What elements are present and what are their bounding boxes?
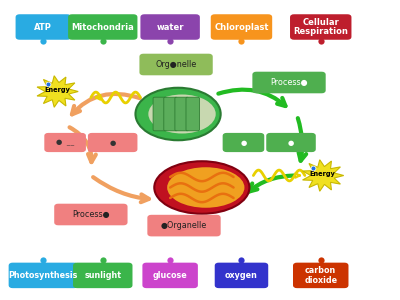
Ellipse shape [154, 161, 250, 214]
Text: Org●nelle: Org●nelle [156, 60, 197, 69]
FancyBboxPatch shape [16, 14, 71, 40]
FancyBboxPatch shape [142, 263, 198, 288]
FancyBboxPatch shape [73, 263, 132, 288]
FancyBboxPatch shape [54, 204, 128, 225]
Polygon shape [37, 76, 78, 107]
Text: Cellular
Respiration: Cellular Respiration [293, 18, 348, 36]
Text: Energy: Energy [44, 87, 70, 93]
Text: ●Organelle: ●Organelle [161, 221, 207, 230]
Text: ●: ● [240, 140, 247, 146]
Ellipse shape [148, 94, 216, 134]
FancyBboxPatch shape [9, 263, 78, 288]
FancyBboxPatch shape [147, 215, 221, 236]
FancyBboxPatch shape [153, 97, 166, 131]
FancyBboxPatch shape [68, 14, 138, 40]
FancyBboxPatch shape [140, 14, 200, 40]
Polygon shape [302, 160, 344, 191]
FancyBboxPatch shape [186, 97, 200, 131]
FancyBboxPatch shape [293, 263, 348, 288]
FancyBboxPatch shape [175, 97, 188, 131]
FancyBboxPatch shape [215, 263, 268, 288]
FancyBboxPatch shape [140, 54, 213, 75]
Text: ●  __: ● __ [56, 140, 74, 146]
FancyBboxPatch shape [44, 133, 86, 152]
Text: Mitochondria: Mitochondria [71, 22, 134, 32]
Text: Photosynthesis: Photosynthesis [9, 271, 78, 280]
Text: water: water [156, 22, 184, 32]
Text: ●: ● [110, 140, 116, 146]
Text: ATP: ATP [34, 22, 52, 32]
FancyBboxPatch shape [266, 133, 316, 152]
Text: Process●: Process● [270, 78, 308, 87]
FancyBboxPatch shape [211, 14, 272, 40]
Text: ●: ● [288, 140, 294, 146]
Text: Energy: Energy [310, 171, 336, 177]
Ellipse shape [136, 88, 221, 140]
FancyBboxPatch shape [290, 14, 352, 40]
Text: carbon
dioxide: carbon dioxide [304, 266, 337, 285]
FancyBboxPatch shape [223, 133, 264, 152]
FancyBboxPatch shape [164, 97, 177, 131]
Text: glucose: glucose [153, 271, 188, 280]
Text: Chloroplast: Chloroplast [214, 22, 269, 32]
Ellipse shape [167, 167, 244, 208]
Text: Process●: Process● [72, 210, 110, 219]
FancyBboxPatch shape [252, 72, 326, 93]
FancyBboxPatch shape [88, 133, 138, 152]
Text: sunlight: sunlight [84, 271, 121, 280]
Text: oxygen: oxygen [225, 271, 258, 280]
